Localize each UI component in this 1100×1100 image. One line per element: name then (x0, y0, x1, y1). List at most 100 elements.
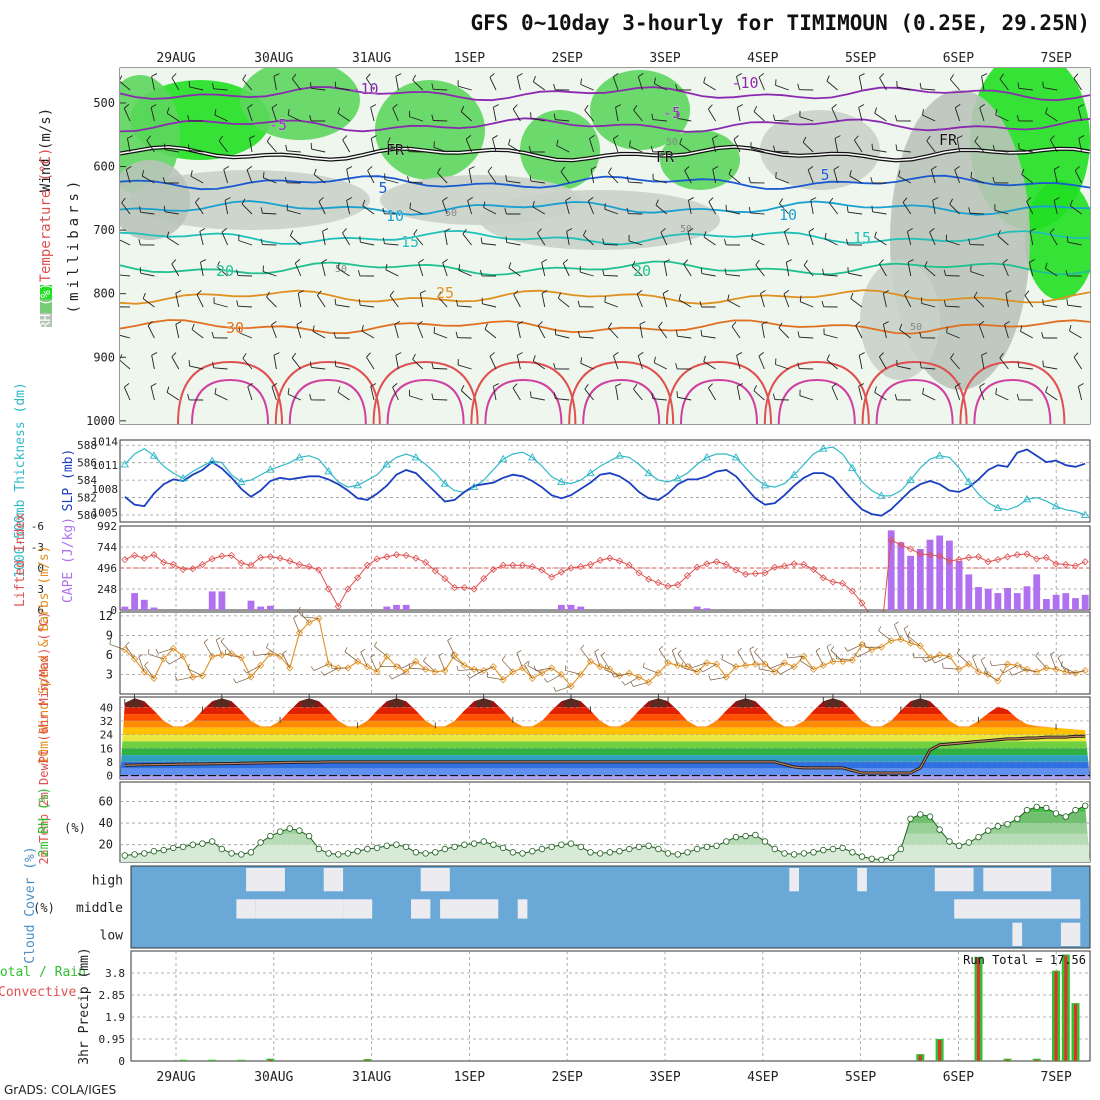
wind-barb (603, 274, 619, 277)
lifted-index-tick: -3 (31, 541, 44, 554)
thickness-tick: 584 (77, 474, 97, 487)
wind-barb (395, 76, 399, 91)
isotherm-label: FR (386, 141, 405, 159)
lifted-index-point (965, 553, 973, 562)
wind-barb-flag (533, 76, 536, 82)
wind-barb-flag (334, 360, 337, 367)
thickness-axis-label: 1000-500mb Thickness (dm) (13, 382, 28, 578)
wind-barb (482, 243, 497, 246)
wind-barb-flag (651, 113, 654, 120)
wind-barb (123, 387, 131, 401)
wind10m-series (109, 606, 1089, 692)
rh2m-point (141, 850, 148, 857)
cape-bar (1013, 593, 1021, 610)
wind-barb (367, 170, 375, 184)
wind-barb-flag (191, 323, 195, 330)
rh2m-point (208, 838, 216, 845)
wind-barb (297, 293, 302, 308)
footer-credit: GrADS: COLA/IGES (4, 1083, 116, 1097)
wind10m-barb-flag (721, 654, 724, 660)
wind-barb-flag (748, 206, 751, 214)
lifted-index-point (169, 560, 177, 569)
wind-barb (171, 77, 180, 91)
lifted-index-point (712, 558, 721, 566)
wind-barb-flag (1078, 383, 1084, 387)
wind-barb (360, 241, 375, 246)
lifted-index-point (635, 569, 643, 577)
wind10m-barb-flag (749, 646, 755, 650)
wind-barb-flag (1042, 298, 1044, 305)
lifted-index-point (305, 563, 313, 571)
surface-heat-dome (470, 360, 577, 424)
wind-barb (1074, 170, 1083, 184)
lifted-index-point (247, 561, 255, 569)
wind-barb-flag (1073, 352, 1079, 358)
wind-barb-flag (537, 228, 542, 234)
precip-run-total: Run Total = 17.56 (963, 953, 1086, 967)
wind10m-barb-flag (956, 648, 961, 654)
wind10m-barb (447, 640, 455, 656)
wind-barb-flag (365, 73, 371, 79)
wind-barb-flag (799, 295, 802, 302)
wind-barb (677, 396, 692, 401)
wind-barb-flag (995, 109, 998, 116)
wind10m-barb-flag (799, 655, 803, 661)
wind-barb-flag (541, 290, 548, 294)
wind10m-point (596, 663, 604, 671)
wind-barb-flag (147, 321, 153, 326)
wind10m-barb-flag (501, 655, 506, 661)
wind-barb-flag (166, 231, 170, 238)
wind-barb-flag (1069, 325, 1072, 332)
precip-tick: 1.9 (105, 1011, 125, 1024)
wind10m-barb-flag (864, 642, 866, 648)
wind-barb-flag (954, 103, 961, 109)
wind-barb-flag (560, 166, 566, 172)
wind-barb-flag (826, 354, 830, 361)
thickness-point (789, 470, 799, 478)
wind10m-barb (370, 657, 378, 673)
thickness-point (673, 473, 683, 482)
rh2m-point (257, 839, 264, 846)
lifted-index-point (1062, 560, 1070, 569)
wind10m-point (877, 643, 886, 651)
wind-barb (633, 109, 643, 122)
wind-barb (247, 386, 253, 401)
wind-barb-flag (919, 331, 922, 338)
wind-barb (213, 88, 228, 91)
lifted-index-tick: 0 (37, 562, 44, 575)
wind-barb-flag (929, 228, 935, 233)
rh2m-unit-label: (%) (64, 821, 86, 835)
wind-barb-flag (221, 228, 227, 233)
cape-bar (393, 604, 400, 610)
upper-wind-barbs (120, 72, 1085, 401)
lifted-index-point (208, 555, 216, 563)
wind10m-barb (830, 650, 843, 662)
wind-barb-flag (879, 352, 884, 358)
thickness-point (353, 480, 362, 489)
wind-barb (896, 149, 911, 153)
wind-barb (392, 387, 399, 401)
wind10m-tick: 9 (106, 628, 113, 642)
thickness-point (1051, 501, 1061, 510)
wind-barb-flag (761, 321, 768, 325)
lifted-index-point (392, 551, 401, 559)
wind-barb (637, 76, 643, 91)
lifted-index-point (984, 558, 992, 566)
wind-barb (442, 200, 448, 215)
wind10m-barb (1003, 665, 1018, 674)
wind-barb (321, 262, 326, 277)
wind-barb-flag (580, 357, 583, 364)
wind-barb-flag (187, 144, 190, 151)
wind-barb-flag (703, 231, 707, 238)
top-date-label: 7SEP (1041, 51, 1072, 66)
wind-barb-flag (565, 197, 571, 201)
wind-barb (506, 242, 521, 246)
wind-barb-flag (334, 298, 337, 305)
freezing-line-inner (120, 146, 1090, 162)
wind10m-barb-flag (320, 671, 325, 676)
wind-barb (1019, 148, 1033, 153)
wind10m-point (421, 665, 430, 673)
